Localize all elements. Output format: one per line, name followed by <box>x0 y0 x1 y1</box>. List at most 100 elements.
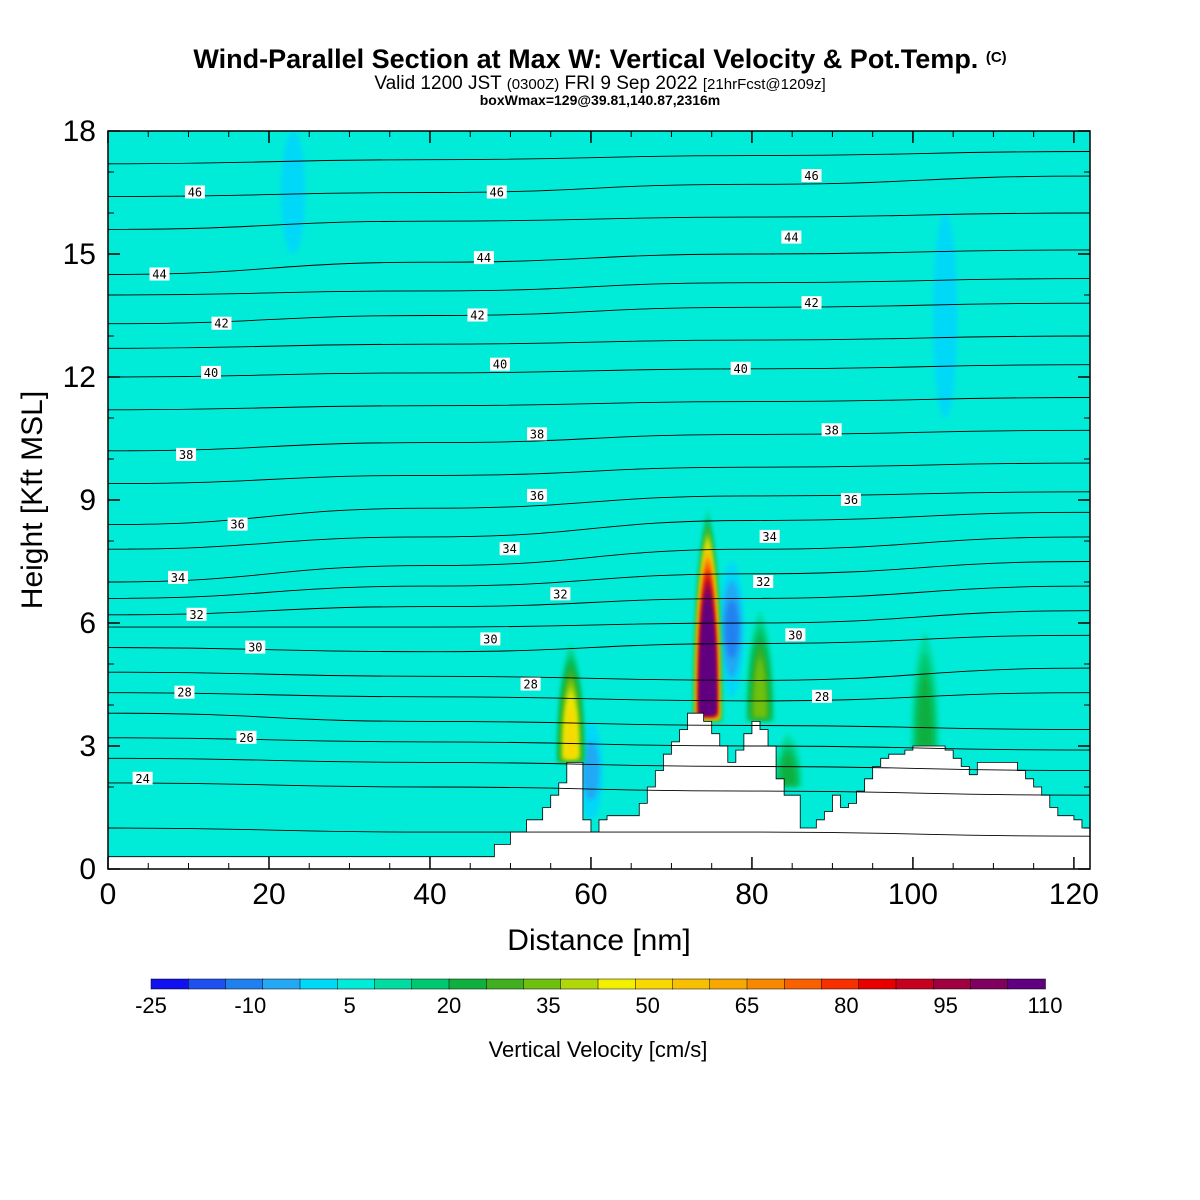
contour-label-44: 44 <box>781 230 802 245</box>
colorbar: -25 -10 5 20 35 50 65 80 95 110 Vertical Velocity … <box>135 978 1063 1062</box>
isentrope-35 <box>108 511 1090 550</box>
contour-label-bg <box>489 357 510 371</box>
contour-label-bg <box>781 230 802 244</box>
colorbar-swatch <box>523 978 562 990</box>
isentrope-36 <box>108 491 1090 526</box>
contour-label-text: 34 <box>502 542 516 556</box>
x-tick-label: 40 <box>413 878 446 911</box>
contour-label-bg <box>473 251 494 265</box>
isentrope-41 <box>108 335 1090 349</box>
colorbar-swatch <box>821 978 860 990</box>
contour-label-text: 36 <box>844 493 858 507</box>
contour-label-text: 38 <box>179 448 193 462</box>
downdraft-0 <box>724 600 739 659</box>
isentrope-33 <box>108 561 1090 599</box>
contour-label-text: 28 <box>815 690 829 704</box>
colorbar-tick-label: -10 <box>234 993 266 1018</box>
isentrope-44 <box>108 249 1090 275</box>
plot-area: 24 26 28 30 32 34 36 38 40 42 44 46 28 30 32 34 36 38 40 42… <box>108 131 1090 869</box>
contour-label-text: 36 <box>230 518 244 532</box>
colorbar-tick-label: 110 <box>1027 993 1062 1018</box>
isentrope-26 <box>108 737 1090 751</box>
contour-label-42: 42 <box>467 308 488 323</box>
colorbar-swatch <box>709 978 748 990</box>
contour-label-bg <box>467 308 488 322</box>
contour-label-text: 34 <box>171 571 185 585</box>
contour-label-text: 46 <box>490 186 504 200</box>
updraft-4-shell <box>780 751 797 786</box>
colorbar-tick-label: 80 <box>834 993 858 1018</box>
y-tick-label: 3 <box>79 730 96 763</box>
contour-label-46: 46 <box>184 185 205 200</box>
isentrope-42 <box>108 302 1090 325</box>
colorbar-swatch <box>895 978 934 990</box>
contour-label-bg <box>520 677 541 691</box>
contour-label-text: 44 <box>152 268 166 282</box>
contour-label-bg <box>801 169 822 183</box>
contour-label-bg <box>227 517 248 531</box>
y-tick-label: 9 <box>79 484 96 517</box>
contour-label-bg <box>840 493 861 506</box>
valid-time-utc: (0300Z) <box>506 76 560 93</box>
x-tick-label: 20 <box>252 878 285 911</box>
contour-label-bg <box>527 427 548 441</box>
colorbar-swatch <box>448 978 487 990</box>
contour-label-28: 28 <box>811 689 832 704</box>
contour-label-bg <box>184 185 205 199</box>
contour-label-34: 34 <box>499 542 520 556</box>
isentrope-28 <box>108 692 1090 702</box>
colorbar-swatch <box>635 978 674 990</box>
isentrope-32 <box>108 585 1090 616</box>
contour-label-46: 46 <box>801 169 822 183</box>
isentrope-40 <box>108 364 1090 378</box>
colorbar-swatch <box>225 978 264 990</box>
chart-title: Wind-Parallel Section at Max W: Vertical… <box>0 44 1200 75</box>
colorbar-swatch <box>374 978 413 990</box>
contour-label-text: 42 <box>470 309 484 323</box>
colorbar-swatch <box>858 978 897 990</box>
contour-label-30: 30 <box>245 640 266 655</box>
isentrope-45 <box>108 212 1090 230</box>
contour-label-bg <box>499 542 520 556</box>
contour-label-text: 40 <box>733 362 747 376</box>
contour-label-text: 28 <box>523 678 537 692</box>
x-tick-label: 100 <box>888 878 938 911</box>
colorbar-swatch <box>970 978 1009 990</box>
contour-label-bg <box>236 730 257 744</box>
contour-label-bg <box>176 447 197 461</box>
contour-label-40: 40 <box>201 365 222 380</box>
isentrope-39 <box>108 397 1090 411</box>
colorbar-swatch <box>188 978 227 990</box>
contour-label-text: 32 <box>553 587 567 601</box>
updraft-0-shell <box>565 698 577 758</box>
contour-label-text: 38 <box>824 423 838 437</box>
x-tick-label: 80 <box>735 878 768 911</box>
contour-label-bg <box>486 185 507 199</box>
colorbar-swatch <box>411 978 450 990</box>
contour-label-42: 42 <box>801 296 822 310</box>
colorbar-swatch <box>560 978 599 990</box>
contour-label-34: 34 <box>168 570 189 585</box>
contour-label-bg <box>132 771 153 785</box>
colorbar-swatch <box>746 978 785 990</box>
colorbar-swatch <box>784 978 823 990</box>
contour-label-text: 30 <box>483 632 497 646</box>
contour-label-bg <box>527 488 548 502</box>
colorbar-tick-label: -25 <box>135 993 167 1018</box>
colorbar-tick-label: 35 <box>536 993 560 1018</box>
isentrope-31 <box>108 610 1090 628</box>
x-tick-label: 0 <box>100 878 117 911</box>
x-axis-label: Distance [nm] <box>507 924 690 957</box>
contour-label-34: 34 <box>759 529 780 544</box>
colorbar-swatch <box>299 978 338 990</box>
contour-label-text: 46 <box>804 169 818 183</box>
y-tick-label: 6 <box>79 607 96 640</box>
contour-label-bg <box>211 316 232 330</box>
contour-label-text: 46 <box>188 186 202 200</box>
contour-label-bg <box>201 365 222 379</box>
contour-label-30: 30 <box>785 628 806 642</box>
colorbar-tick-label: 65 <box>735 993 759 1018</box>
y-tick-label: 18 <box>63 115 96 148</box>
